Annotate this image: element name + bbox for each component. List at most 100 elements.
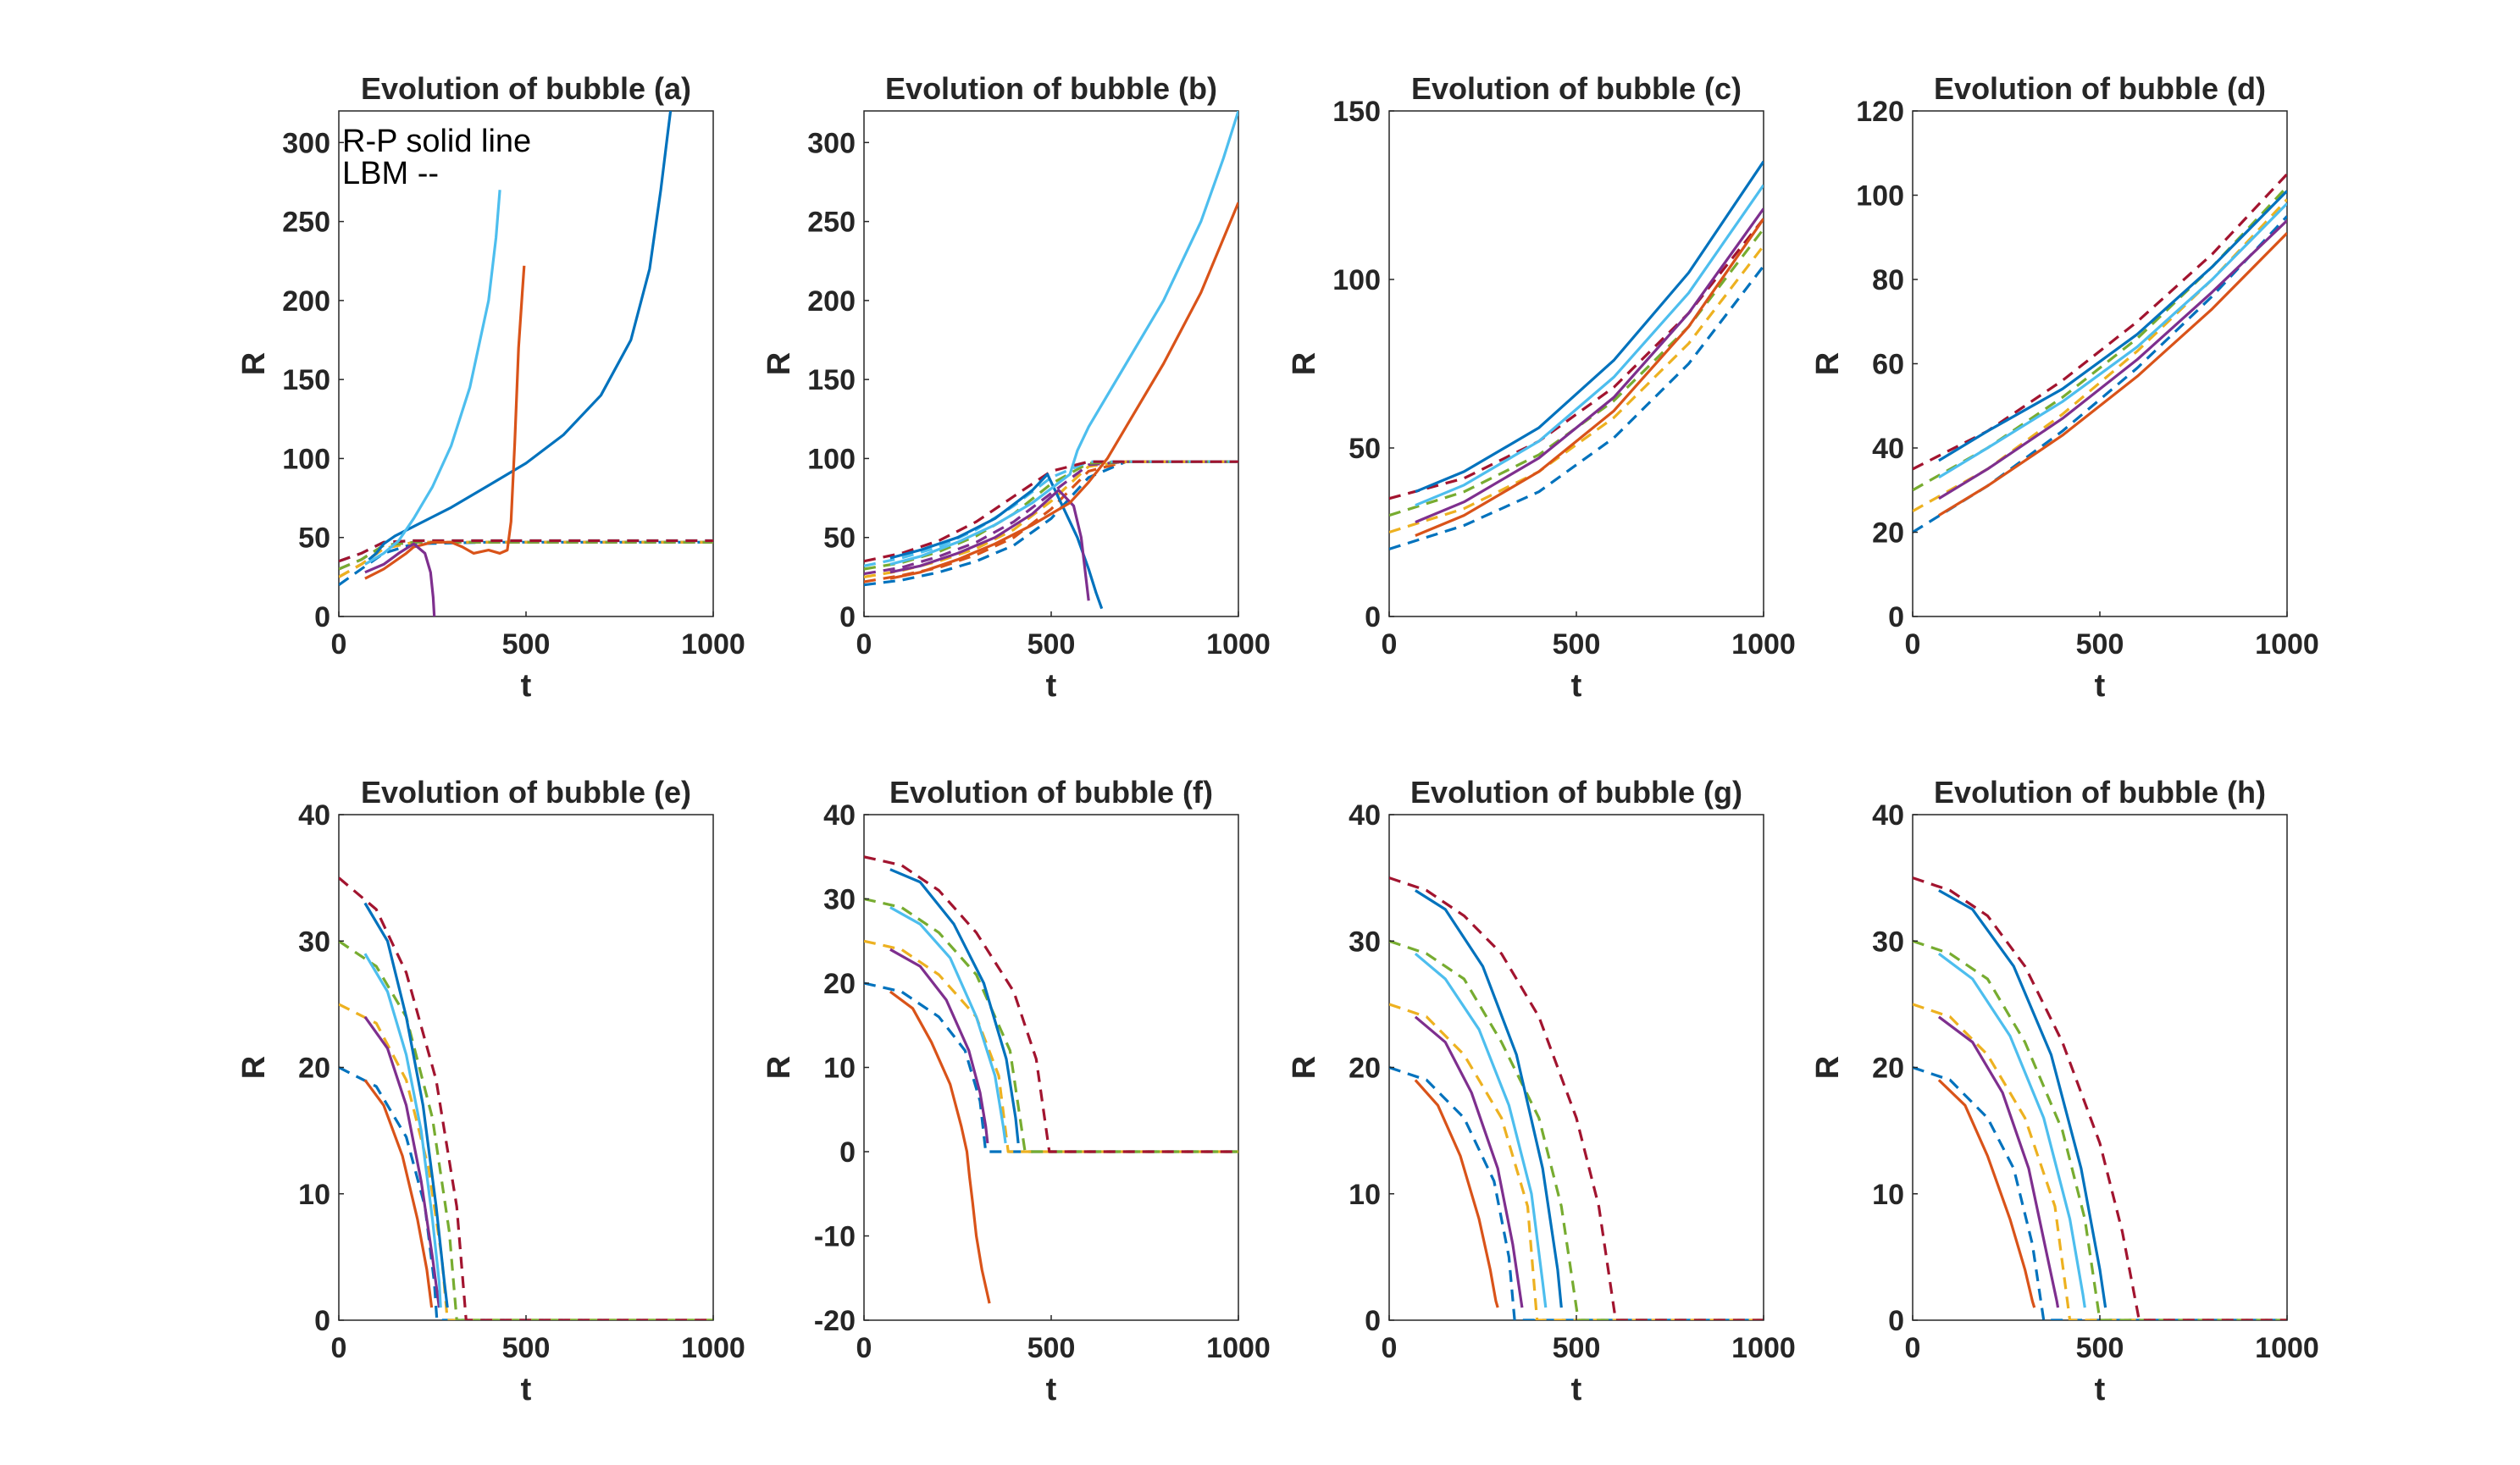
y-tick-label: 0 bbox=[1365, 601, 1381, 633]
chart-panel-e: 0 500 1000 0 10 20 30 40 Evolution of bubble (e)… bbox=[236, 775, 745, 1407]
series-line-rp-6 bbox=[889, 906, 1007, 1144]
series-line-rp-5 bbox=[1415, 207, 1764, 524]
series-line-lbm-3 bbox=[1389, 876, 1764, 1320]
x-axis-label: t bbox=[521, 668, 532, 704]
y-tick-label: 10 bbox=[298, 1179, 330, 1211]
x-tick-label: 0 bbox=[331, 628, 347, 661]
y-tick-label: 80 bbox=[1872, 264, 1904, 296]
x-tick-label: 500 bbox=[1027, 628, 1076, 661]
y-tick-label: 150 bbox=[1332, 96, 1381, 128]
y-tick-label: 50 bbox=[298, 522, 330, 555]
y-tick-label: 30 bbox=[298, 926, 330, 958]
series-line-rp-7 bbox=[1938, 190, 2287, 462]
y-tick-label: 30 bbox=[1349, 926, 1381, 958]
series-line-lbm-1 bbox=[864, 939, 1238, 1153]
x-tick-label: 0 bbox=[1382, 1332, 1398, 1364]
y-tick-label: 150 bbox=[807, 364, 856, 396]
chart-panel-h: 0 500 1000 0 10 20 30 40 Evolution of bubble (h)… bbox=[1810, 775, 2319, 1407]
y-tick-label: 10 bbox=[823, 1053, 856, 1085]
series-line-lbm-3 bbox=[864, 855, 1238, 1153]
y-tick-label: 300 bbox=[807, 127, 856, 159]
y-tick-label: 20 bbox=[298, 1053, 330, 1085]
series-line-lbm-0 bbox=[1913, 215, 2287, 533]
series-line-lbm-0 bbox=[1389, 265, 1764, 550]
x-tick-label: 0 bbox=[1905, 1332, 1921, 1364]
chart-panel-b: 0 500 1000 0 50 100 150 200 250 300 Evolution of b… bbox=[762, 71, 1271, 704]
series-line-lbm-1 bbox=[1913, 1003, 2287, 1320]
x-tick-label: 500 bbox=[502, 1332, 551, 1364]
y-tick-label: 0 bbox=[1365, 1305, 1381, 1337]
series-line-rp-8 bbox=[889, 489, 1090, 601]
y-tick-label: 10 bbox=[1872, 1179, 1904, 1211]
y-tick-label: 100 bbox=[1332, 264, 1381, 296]
chart-title: Evolution of bubble (g) bbox=[1410, 775, 1742, 810]
y-axis-label: R bbox=[762, 1056, 797, 1079]
x-tick-label: 0 bbox=[331, 1332, 347, 1364]
plot-area bbox=[338, 814, 714, 1321]
plot-area bbox=[863, 814, 1239, 1321]
y-tick-label: 40 bbox=[298, 799, 330, 832]
y-tick-label: 40 bbox=[823, 799, 856, 832]
y-axis-label: R bbox=[1287, 352, 1322, 375]
x-axis-label: t bbox=[2095, 668, 2106, 704]
x-tick-label: 1000 bbox=[1731, 1332, 1796, 1364]
y-tick-label: 40 bbox=[1349, 799, 1381, 832]
x-tick-label: 1000 bbox=[1206, 1332, 1271, 1364]
x-tick-label: 1000 bbox=[1731, 628, 1796, 661]
y-tick-label: 0 bbox=[839, 601, 856, 633]
y-tick-label: 120 bbox=[1856, 96, 1904, 128]
y-axis-label: R bbox=[236, 1056, 272, 1079]
x-tick-label: 500 bbox=[1553, 628, 1601, 661]
x-tick-label: 1000 bbox=[681, 628, 745, 661]
y-tick-label: 0 bbox=[1888, 1305, 1904, 1337]
series-group bbox=[339, 876, 713, 1320]
series-line-rp-7 bbox=[889, 473, 1104, 610]
chart-title: Evolution of bubble (h) bbox=[1934, 775, 2266, 810]
x-tick-label: 1000 bbox=[2255, 1332, 2319, 1364]
series-line-rp-4 bbox=[1938, 232, 2287, 517]
y-tick-label: -20 bbox=[814, 1305, 856, 1337]
series-line-rp-4 bbox=[1937, 1079, 2036, 1308]
series-line-lbm-4 bbox=[339, 540, 713, 571]
y-tick-label: 60 bbox=[1872, 349, 1904, 381]
chart-title: Evolution of bubble (e) bbox=[361, 775, 691, 810]
series-line-rp-7 bbox=[368, 111, 673, 561]
series-line-rp-7 bbox=[889, 868, 1020, 1144]
series-line-rp-5 bbox=[1938, 219, 2287, 500]
chart-title: Evolution of bubble (b) bbox=[885, 71, 1217, 106]
series-group bbox=[1913, 876, 2287, 1320]
series-line-rp-4 bbox=[363, 1079, 434, 1308]
legend-annotation: LBM -- bbox=[342, 156, 439, 191]
series-group bbox=[864, 111, 1238, 610]
chart-panel-g: 0 500 1000 0 10 20 30 40 Evolution of bubble (g)… bbox=[1287, 775, 1796, 1407]
chart-title: Evolution of bubble (c) bbox=[1411, 71, 1742, 106]
x-axis-label: t bbox=[1046, 668, 1057, 704]
y-tick-label: 0 bbox=[314, 1305, 330, 1337]
series-line-lbm-3 bbox=[1913, 876, 2287, 1320]
x-tick-label: 0 bbox=[1382, 628, 1398, 661]
series-group bbox=[1389, 160, 1764, 550]
series-line-lbm-0 bbox=[864, 981, 1238, 1153]
y-tick-label: 30 bbox=[1872, 926, 1904, 958]
x-tick-label: 1000 bbox=[681, 1332, 745, 1364]
x-axis-label: t bbox=[1046, 1372, 1057, 1407]
series-line-rp-5 bbox=[1937, 1015, 2060, 1308]
series-line-lbm-2 bbox=[864, 460, 1238, 578]
chart-title: Evolution of bubble (d) bbox=[1934, 71, 2266, 106]
x-tick-label: 500 bbox=[2076, 1332, 2124, 1364]
chart-panel-d: 0 500 1000 0 20 40 60 80 100 120 Evolution of bubb… bbox=[1810, 71, 2319, 704]
y-tick-label: 100 bbox=[807, 443, 856, 475]
series-line-lbm-3 bbox=[864, 460, 1238, 576]
y-tick-label: -10 bbox=[814, 1221, 856, 1253]
series-group bbox=[339, 111, 713, 616]
y-axis-label: R bbox=[236, 352, 272, 375]
x-tick-label: 0 bbox=[1905, 628, 1921, 661]
y-tick-label: 0 bbox=[839, 1136, 856, 1169]
y-tick-label: 40 bbox=[1872, 433, 1904, 465]
series-line-rp-10 bbox=[889, 202, 1238, 580]
y-tick-label: 20 bbox=[1872, 1053, 1904, 1085]
series-line-lbm-3 bbox=[339, 876, 713, 1320]
y-tick-label: 40 bbox=[1872, 799, 1904, 832]
series-line-lbm-0 bbox=[1913, 1065, 2287, 1320]
